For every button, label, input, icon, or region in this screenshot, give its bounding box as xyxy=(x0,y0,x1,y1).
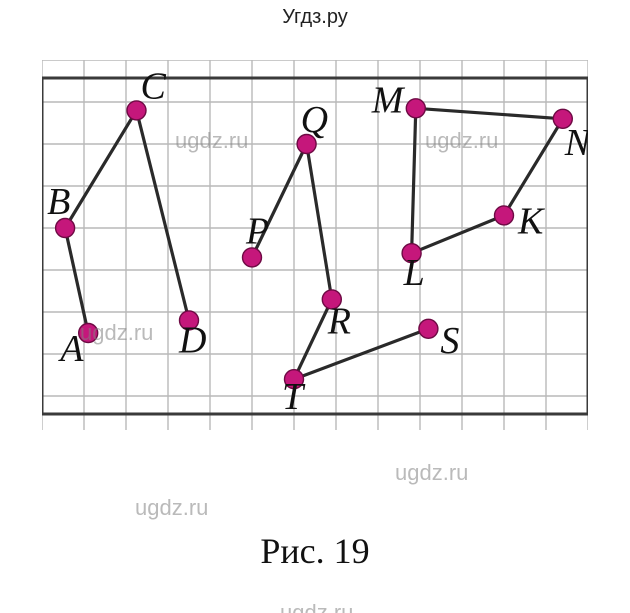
vertex-label-P: P xyxy=(245,210,269,252)
figure-caption: Рис. 19 xyxy=(0,530,630,572)
edge xyxy=(412,108,416,253)
vertex-label-M: M xyxy=(371,79,406,121)
vertex-label-L: L xyxy=(403,252,425,294)
vertex-K xyxy=(495,206,514,225)
vertex-label-T: T xyxy=(282,376,306,418)
vertex-label-R: R xyxy=(327,300,351,342)
page-root: Угдз.ру A B C D P Q RT SL K M N Рис. 19 ugdz.ru ugd… xyxy=(0,0,630,613)
vertex-label-N: N xyxy=(564,122,588,164)
edge xyxy=(65,228,88,333)
edge xyxy=(412,215,504,253)
vertex-label-K: K xyxy=(517,200,545,242)
vertex-M xyxy=(406,99,425,118)
watermark-text: ugdz.ru xyxy=(395,460,468,486)
vertex-label-C: C xyxy=(141,65,167,107)
vertex-label-A: A xyxy=(57,328,84,370)
vertex-label-B: B xyxy=(47,181,70,223)
graph-points xyxy=(56,99,573,389)
watermark-text: ugdz.ru xyxy=(135,495,208,521)
edge xyxy=(307,144,332,299)
vertex-label-S: S xyxy=(440,320,459,362)
header-site-label: Угдз.ру xyxy=(0,6,630,29)
vertex-label-D: D xyxy=(178,319,206,361)
watermark-text: ugdz.ru xyxy=(280,600,353,613)
vertex-label-Q: Q xyxy=(301,99,328,141)
graph-labels: A B C D P Q RT SL K M N xyxy=(47,65,588,418)
figure-svg: A B C D P Q RT SL K M N xyxy=(42,60,588,430)
figure-container: A B C D P Q RT SL K M N xyxy=(42,60,588,430)
edge xyxy=(416,108,563,119)
vertex-S xyxy=(419,319,438,338)
edge xyxy=(137,110,190,320)
